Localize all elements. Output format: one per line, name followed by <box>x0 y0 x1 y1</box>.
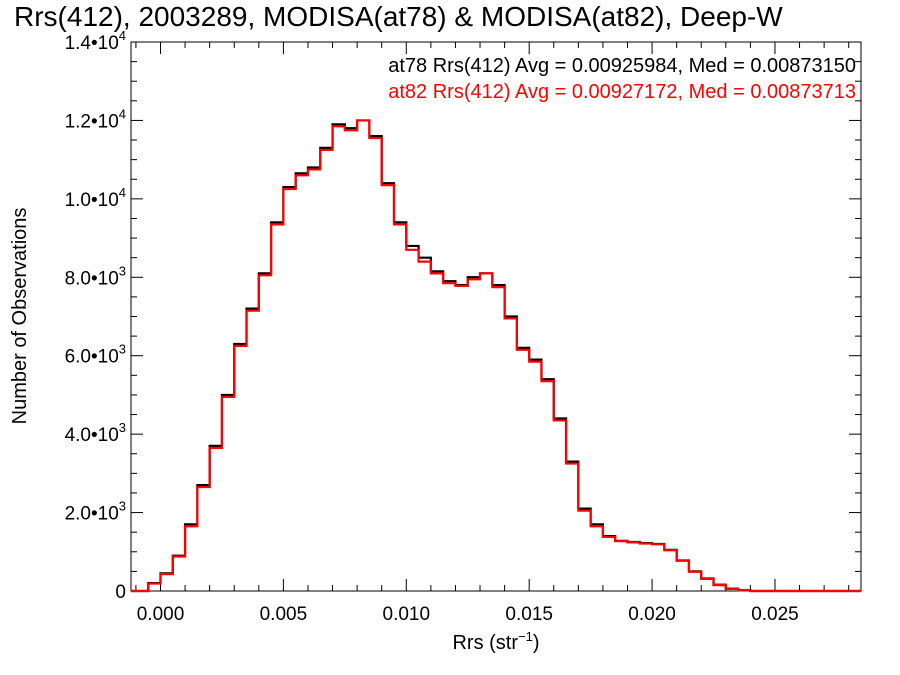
x-tick-label: 0.015 <box>505 604 553 625</box>
x-axis-label-main: Rrs (str <box>452 632 518 654</box>
y-tick-label: 1.4•104 <box>65 28 126 54</box>
x-tick-label: 0.010 <box>383 604 431 625</box>
y-axis-label: Number of Observations <box>9 208 31 425</box>
y-tick-label: 4.0•103 <box>65 420 126 446</box>
x-tick-label: 0.025 <box>751 604 799 625</box>
x-tick-label: 0.005 <box>260 604 308 625</box>
y-tick-label: 8.0•103 <box>65 263 126 289</box>
y-tick-label: 1.0•104 <box>65 185 126 211</box>
y-tick-label: 0 <box>115 582 126 603</box>
histogram-series-1 <box>131 119 861 593</box>
chart-title: Rrs(412), 2003289, MODISA(at78) & MODISA… <box>14 1 783 32</box>
y-tick-label: 1.2•104 <box>65 106 126 132</box>
y-tick-label: 6.0•103 <box>65 342 126 368</box>
x-tick-label: 0.020 <box>628 604 676 625</box>
x-tick-label: 0.000 <box>137 604 185 625</box>
stats-annotation-2: at82 Rrs(412) Avg = 0.00927172, Med = 0.… <box>388 81 856 103</box>
x-axis-label: Rrs (str−1) <box>452 629 539 654</box>
plot-frame <box>130 41 862 592</box>
stats-annotation-1: at78 Rrs(412) Avg = 0.00925984, Med = 0.… <box>388 55 856 77</box>
histogram-series-2 <box>131 119 861 593</box>
y-tick-label: 2.0•103 <box>65 499 126 525</box>
x-axis-label-sup: −1 <box>518 629 533 644</box>
x-axis-label-close: ) <box>533 632 540 654</box>
